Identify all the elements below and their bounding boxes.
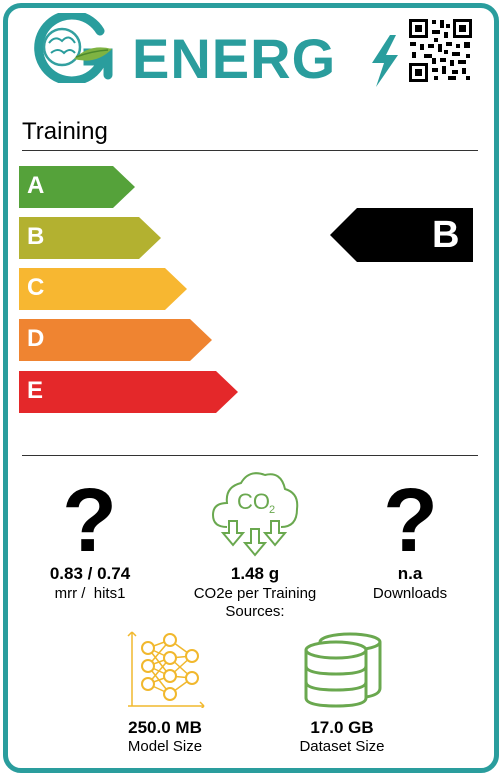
scale-bar-e: E — [19, 371, 238, 413]
performance-value: 0.83 / 0.74 — [49, 564, 131, 583]
co2-label: CO2e per Training — [193, 585, 317, 602]
downloads-unknown-icon: ? — [383, 471, 438, 571]
scale-letter-d: D — [27, 325, 45, 352]
co2-sources-label: Sources: — [225, 603, 285, 620]
dataset-size-value: 17.0 GB — [310, 718, 374, 737]
title-divider — [22, 150, 478, 151]
model-size-value: 250.0 MB — [128, 718, 202, 737]
svg-text:CO: CO — [237, 489, 270, 514]
neural-network-icon — [127, 631, 205, 708]
performance-label: mrr / hits1 — [54, 585, 126, 602]
downloads-value: n.a — [397, 564, 423, 583]
co2-cloud-icon: CO 2 — [211, 472, 299, 557]
rating-indicator: B — [330, 208, 473, 262]
downloads-label: Downloads — [372, 585, 448, 602]
scale-letter-e: E — [27, 377, 44, 404]
scale-bar-c: C — [19, 268, 187, 310]
scale-letter-a: A — [27, 172, 45, 199]
scale-divider — [22, 455, 478, 456]
scale-letter-c: C — [27, 274, 45, 301]
performance-unknown-icon: ? — [62, 471, 117, 571]
scale-bar-b: B — [19, 217, 161, 259]
brain-leaf-icon — [34, 13, 113, 83]
svg-text:2: 2 — [269, 504, 275, 516]
section-title: Training — [22, 118, 108, 145]
model-size-label: Model Size — [127, 738, 203, 755]
scale-bar-a: A — [19, 166, 135, 208]
dataset-size-label: Dataset Size — [299, 738, 385, 755]
energy-label-logo: ENERG — [22, 13, 398, 89]
scale-letter-b: B — [27, 223, 45, 250]
brand-text: ENERG — [132, 27, 337, 90]
scale-bar-d: D — [19, 319, 212, 361]
lightning-bolt-icon — [372, 35, 398, 87]
rating-letter: B — [432, 214, 460, 256]
qr-code-icon[interactable] — [408, 18, 473, 83]
co2-value: 1.48 g — [230, 564, 280, 583]
database-icon — [304, 632, 382, 708]
